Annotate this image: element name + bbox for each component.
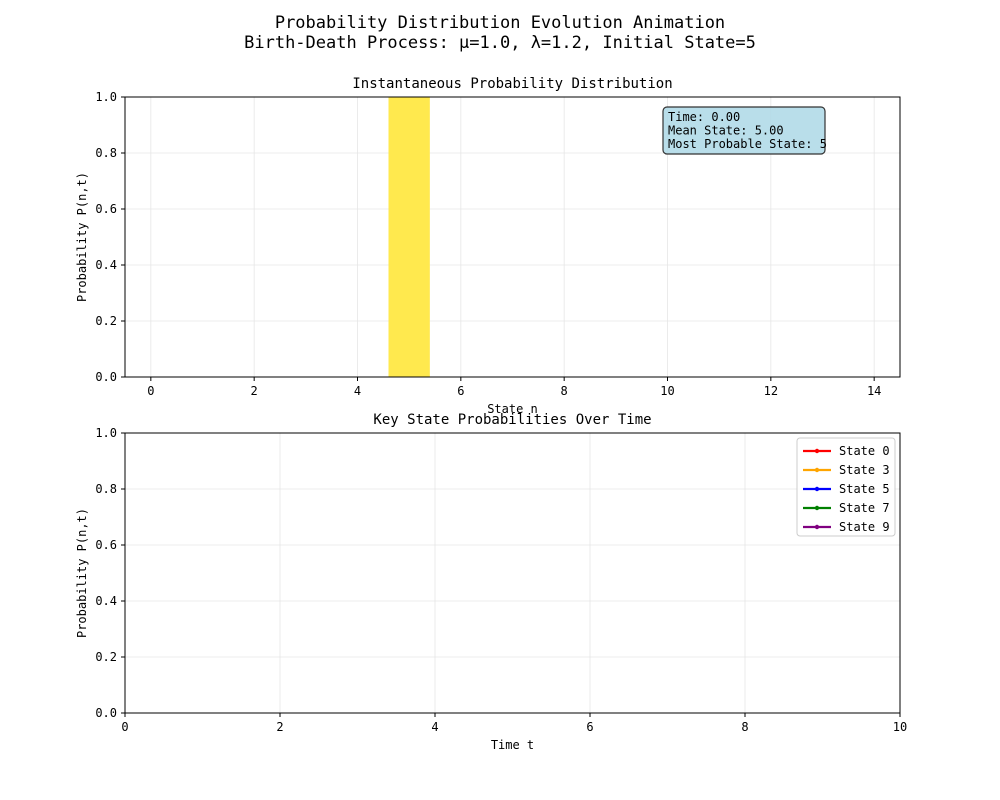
chart-title: Instantaneous Probability Distribution <box>352 76 672 92</box>
x-tick-label: 12 <box>764 384 778 398</box>
y-axis-label: Probability P(n,t) <box>75 172 89 302</box>
x-tick-label: 2 <box>276 720 283 734</box>
x-tick-label: 14 <box>867 384 881 398</box>
legend-marker <box>814 448 820 454</box>
y-tick-label: 0.8 <box>95 146 117 160</box>
plot-area <box>125 433 900 713</box>
info-box-line: Mean State: 5.00 <box>668 124 784 138</box>
legend-marker <box>814 467 820 473</box>
y-tick-label: 0.4 <box>95 258 117 272</box>
y-tick-label: 0.0 <box>95 706 117 720</box>
distribution-chart: 0 2 4 6 8 10 12 14 0.0 0.2 0.4 0.6 0.8 1.0 Instantaneo… <box>75 76 901 416</box>
x-tick-label: 4 <box>431 720 438 734</box>
time-series-chart: 0 2 4 6 8 10 0.0 0.2 0.4 0.6 0.8 1.0 Key State Proba… <box>75 412 907 752</box>
x-tick-label: 10 <box>660 384 674 398</box>
x-axis-label: State n <box>487 402 538 416</box>
info-box <box>662 106 826 155</box>
x-axis-label: Time t <box>491 738 534 752</box>
axes-frame <box>124 432 901 714</box>
x-tick-label: 4 <box>354 384 361 398</box>
legend-label: State 7 <box>839 501 890 515</box>
x-tick-label: 8 <box>561 384 568 398</box>
y-tick-label: 1.0 <box>95 90 117 104</box>
y-tick-label: 0.0 <box>95 370 117 384</box>
y-tick-label: 0.2 <box>95 650 117 664</box>
y-axis-label: Probability P(n,t) <box>75 508 89 638</box>
x-tick-label: 6 <box>586 720 593 734</box>
x-tick-label: 8 <box>741 720 748 734</box>
x-tick-label: 0 <box>147 384 154 398</box>
figure-title-line2: Birth-Death Process: μ=1.0, λ=1.2, Initi… <box>244 33 756 53</box>
info-box-line: Time: 0.00 <box>668 110 740 124</box>
bar-state-5 <box>388 97 430 377</box>
legend-label: State 3 <box>839 463 890 477</box>
x-tick-label: 0 <box>121 720 128 734</box>
legend-label: State 0 <box>839 444 890 458</box>
y-tick-label: 0.8 <box>95 482 117 496</box>
x-tick-label: 6 <box>457 384 464 398</box>
axes-frame <box>124 96 901 378</box>
y-tick-label: 1.0 <box>95 426 117 440</box>
y-tick-label: 0.2 <box>95 314 117 328</box>
legend-marker <box>814 486 820 492</box>
chart-title: Key State Probabilities Over Time <box>373 412 651 428</box>
legend <box>796 437 896 537</box>
y-tick-label: 0.6 <box>95 202 117 216</box>
legend-label: State 5 <box>839 482 890 496</box>
x-tick-label: 10 <box>893 720 907 734</box>
y-tick-label: 0.4 <box>95 594 117 608</box>
figure-title-line1: Probability Distribution Evolution Anima… <box>275 13 725 33</box>
info-box-line: Most Probable State: 5 <box>668 137 827 151</box>
y-tick-label: 0.6 <box>95 538 117 552</box>
legend-label: State 9 <box>839 520 890 534</box>
legend-marker <box>814 524 820 530</box>
legend-marker <box>814 505 820 511</box>
x-tick-label: 2 <box>251 384 258 398</box>
